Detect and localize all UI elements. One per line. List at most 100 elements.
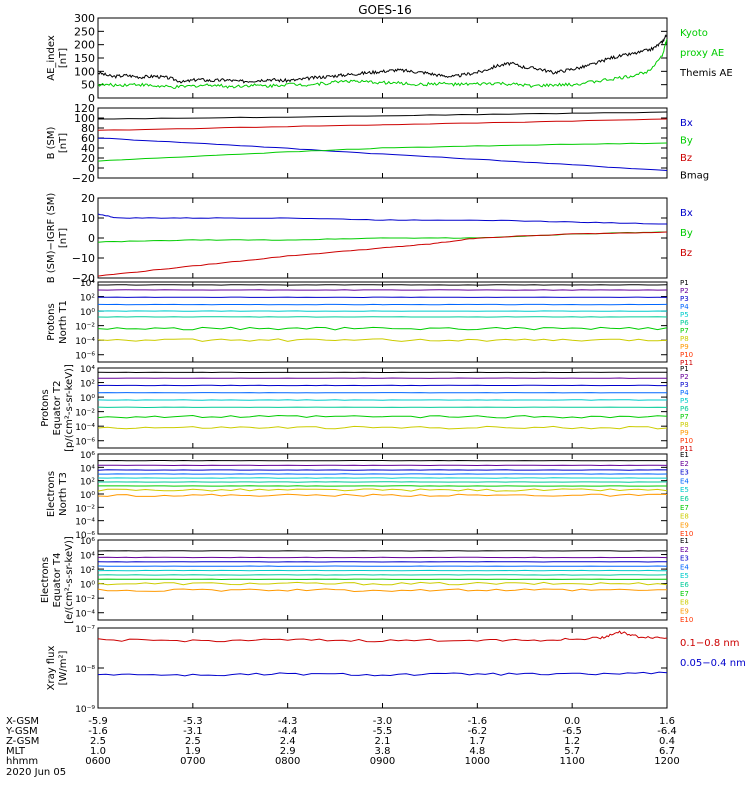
channel-line (97, 581, 668, 586)
ytick-label: 10⁰ (80, 308, 95, 318)
ytick-label: 0 (88, 92, 95, 105)
ytick-label: 10⁴ (80, 365, 95, 375)
series-line (97, 118, 668, 131)
xaxis-row-value: -3.0 (373, 716, 393, 727)
legend-entry: P9 (680, 429, 689, 437)
xaxis-row-label: Y-GSM (5, 726, 38, 737)
panel-frame (97, 539, 668, 621)
ytick-label: 10⁻⁹ (75, 705, 95, 715)
ytick-label: 100 (74, 65, 95, 78)
xaxis-row-value: 2.1 (375, 736, 391, 747)
legend-entry: P8 (680, 335, 689, 343)
panel-5: 10⁴ 10² 10⁰ 10⁻² 10⁻⁴ 10⁻⁶ Protons Equator T2 [p… (40, 364, 693, 453)
legend-entry: P10 (680, 437, 693, 445)
ytick-label: 100 (74, 112, 95, 125)
xaxis-row-value: 1.9 (185, 746, 201, 757)
series-line (97, 213, 667, 225)
legend-entry: 0.1−0.8 nm (680, 638, 739, 649)
ytick-label: 10⁻⁴ (75, 337, 95, 347)
legend-entry: P9 (680, 343, 689, 351)
series-line (97, 671, 668, 677)
panel-frame (97, 367, 668, 449)
ytick-label: 10⁻⁶ (75, 438, 95, 448)
xaxis-row-label: X-GSM (6, 716, 39, 727)
legend-entry: P5 (680, 311, 689, 319)
ytick-label: 10⁻⁴ (75, 518, 95, 528)
xaxis-row-value: 1.0 (90, 746, 106, 757)
ytick-label: 10⁻² (75, 595, 95, 605)
ytick-label: −20 (72, 172, 95, 185)
ytick-label: 150 (74, 52, 95, 65)
date-label: 2020 Jun 05 (6, 767, 66, 778)
legend-entry: E10 (680, 530, 693, 538)
ytick-label: 10² (80, 478, 95, 488)
xaxis-row-value: 3.8 (375, 746, 391, 757)
legend-entry: E2 (680, 546, 689, 554)
legend-entry: Bx (680, 118, 693, 129)
ytick-label: 10⁰ (80, 491, 95, 501)
ytick-label: 10⁴ (80, 552, 95, 562)
xaxis-row-value: -1.6 (468, 716, 488, 727)
xaxis-row-value: 0.0 (564, 716, 580, 727)
ytick-label: 40 (81, 142, 95, 155)
ytick-label: 10⁴ (80, 279, 95, 289)
ytick-label: 80 (81, 122, 95, 135)
ytick-label: 10² (80, 380, 95, 390)
legend-entry: P6 (680, 405, 689, 413)
panel-frame (97, 627, 668, 709)
ytick-label: 10⁶ (80, 537, 95, 547)
ytick-label: 200 (74, 39, 95, 52)
ytick-label: 250 (74, 25, 95, 38)
legend-entry: P8 (680, 421, 689, 429)
legend-entry: E10 (680, 616, 693, 624)
legend-entry: P2 (680, 287, 689, 295)
legend-entry: P4 (680, 303, 689, 311)
ylabel-line: B (SM)−IGRF (SM) (46, 193, 57, 284)
legend-entry: P11 (680, 445, 693, 453)
ytick-label: 10⁻⁴ (75, 610, 95, 620)
legend-entry: E9 (680, 521, 689, 529)
legend-entry: proxy AE (680, 48, 724, 59)
channel-line (97, 414, 668, 419)
xaxis-row-value: 2.5 (185, 736, 201, 747)
legend-entry: Bmag (680, 171, 709, 182)
ylabel-line: Protons (46, 303, 57, 340)
xaxis-row-value: -4.3 (278, 716, 298, 727)
legend-entry: By (680, 136, 693, 147)
xaxis-row-value: 2.4 (280, 736, 296, 747)
ylabel-line: Equator T4 (52, 553, 63, 608)
legend-entry: By (680, 228, 693, 239)
legend-entry: P11 (680, 359, 693, 367)
legend-entry: E1 (680, 451, 689, 459)
legend-entry: Bz (680, 153, 692, 164)
legend-entry: P6 (680, 319, 689, 327)
xaxis-row-value: -1.6 (88, 726, 108, 737)
channel-line (97, 588, 667, 593)
ytick-label: 10² (80, 294, 95, 304)
ytick-label: 0 (88, 232, 95, 245)
legend-entry: P1 (680, 279, 689, 287)
ytick-label: −10 (72, 252, 95, 265)
xaxis-row-value: 0700 (180, 756, 205, 767)
ylabel-line: Electrons (46, 471, 57, 517)
xaxis-row-label: hhmm (6, 756, 38, 767)
ytick-label: −20 (72, 272, 95, 285)
xaxis-row-value: 2.9 (280, 746, 296, 757)
ylabel-line: [e/(cm²-s-sr-keV)] (64, 536, 75, 624)
xaxis-row-value: 1200 (654, 756, 679, 767)
ylabel-line: [W/m²] (58, 650, 69, 685)
ytick-label: 10⁰ (80, 581, 95, 591)
xaxis-row-value: -5.9 (88, 716, 108, 727)
legend-entry: E2 (680, 460, 689, 468)
legend-entry: Bz (680, 248, 692, 259)
ylabel-line: B (SM) (46, 126, 57, 159)
panel-7: 10⁶ 10⁴ 10² 10⁰ 10⁻² 10⁻⁴ Electrons Equator T4[… (40, 536, 693, 624)
ytick-label: 10⁻⁷ (75, 625, 95, 635)
ylabel-line: North T1 (58, 300, 69, 344)
legend-entry: Bx (680, 208, 693, 219)
legend-entry: P7 (680, 413, 689, 421)
ytick-label: 10² (80, 566, 95, 576)
